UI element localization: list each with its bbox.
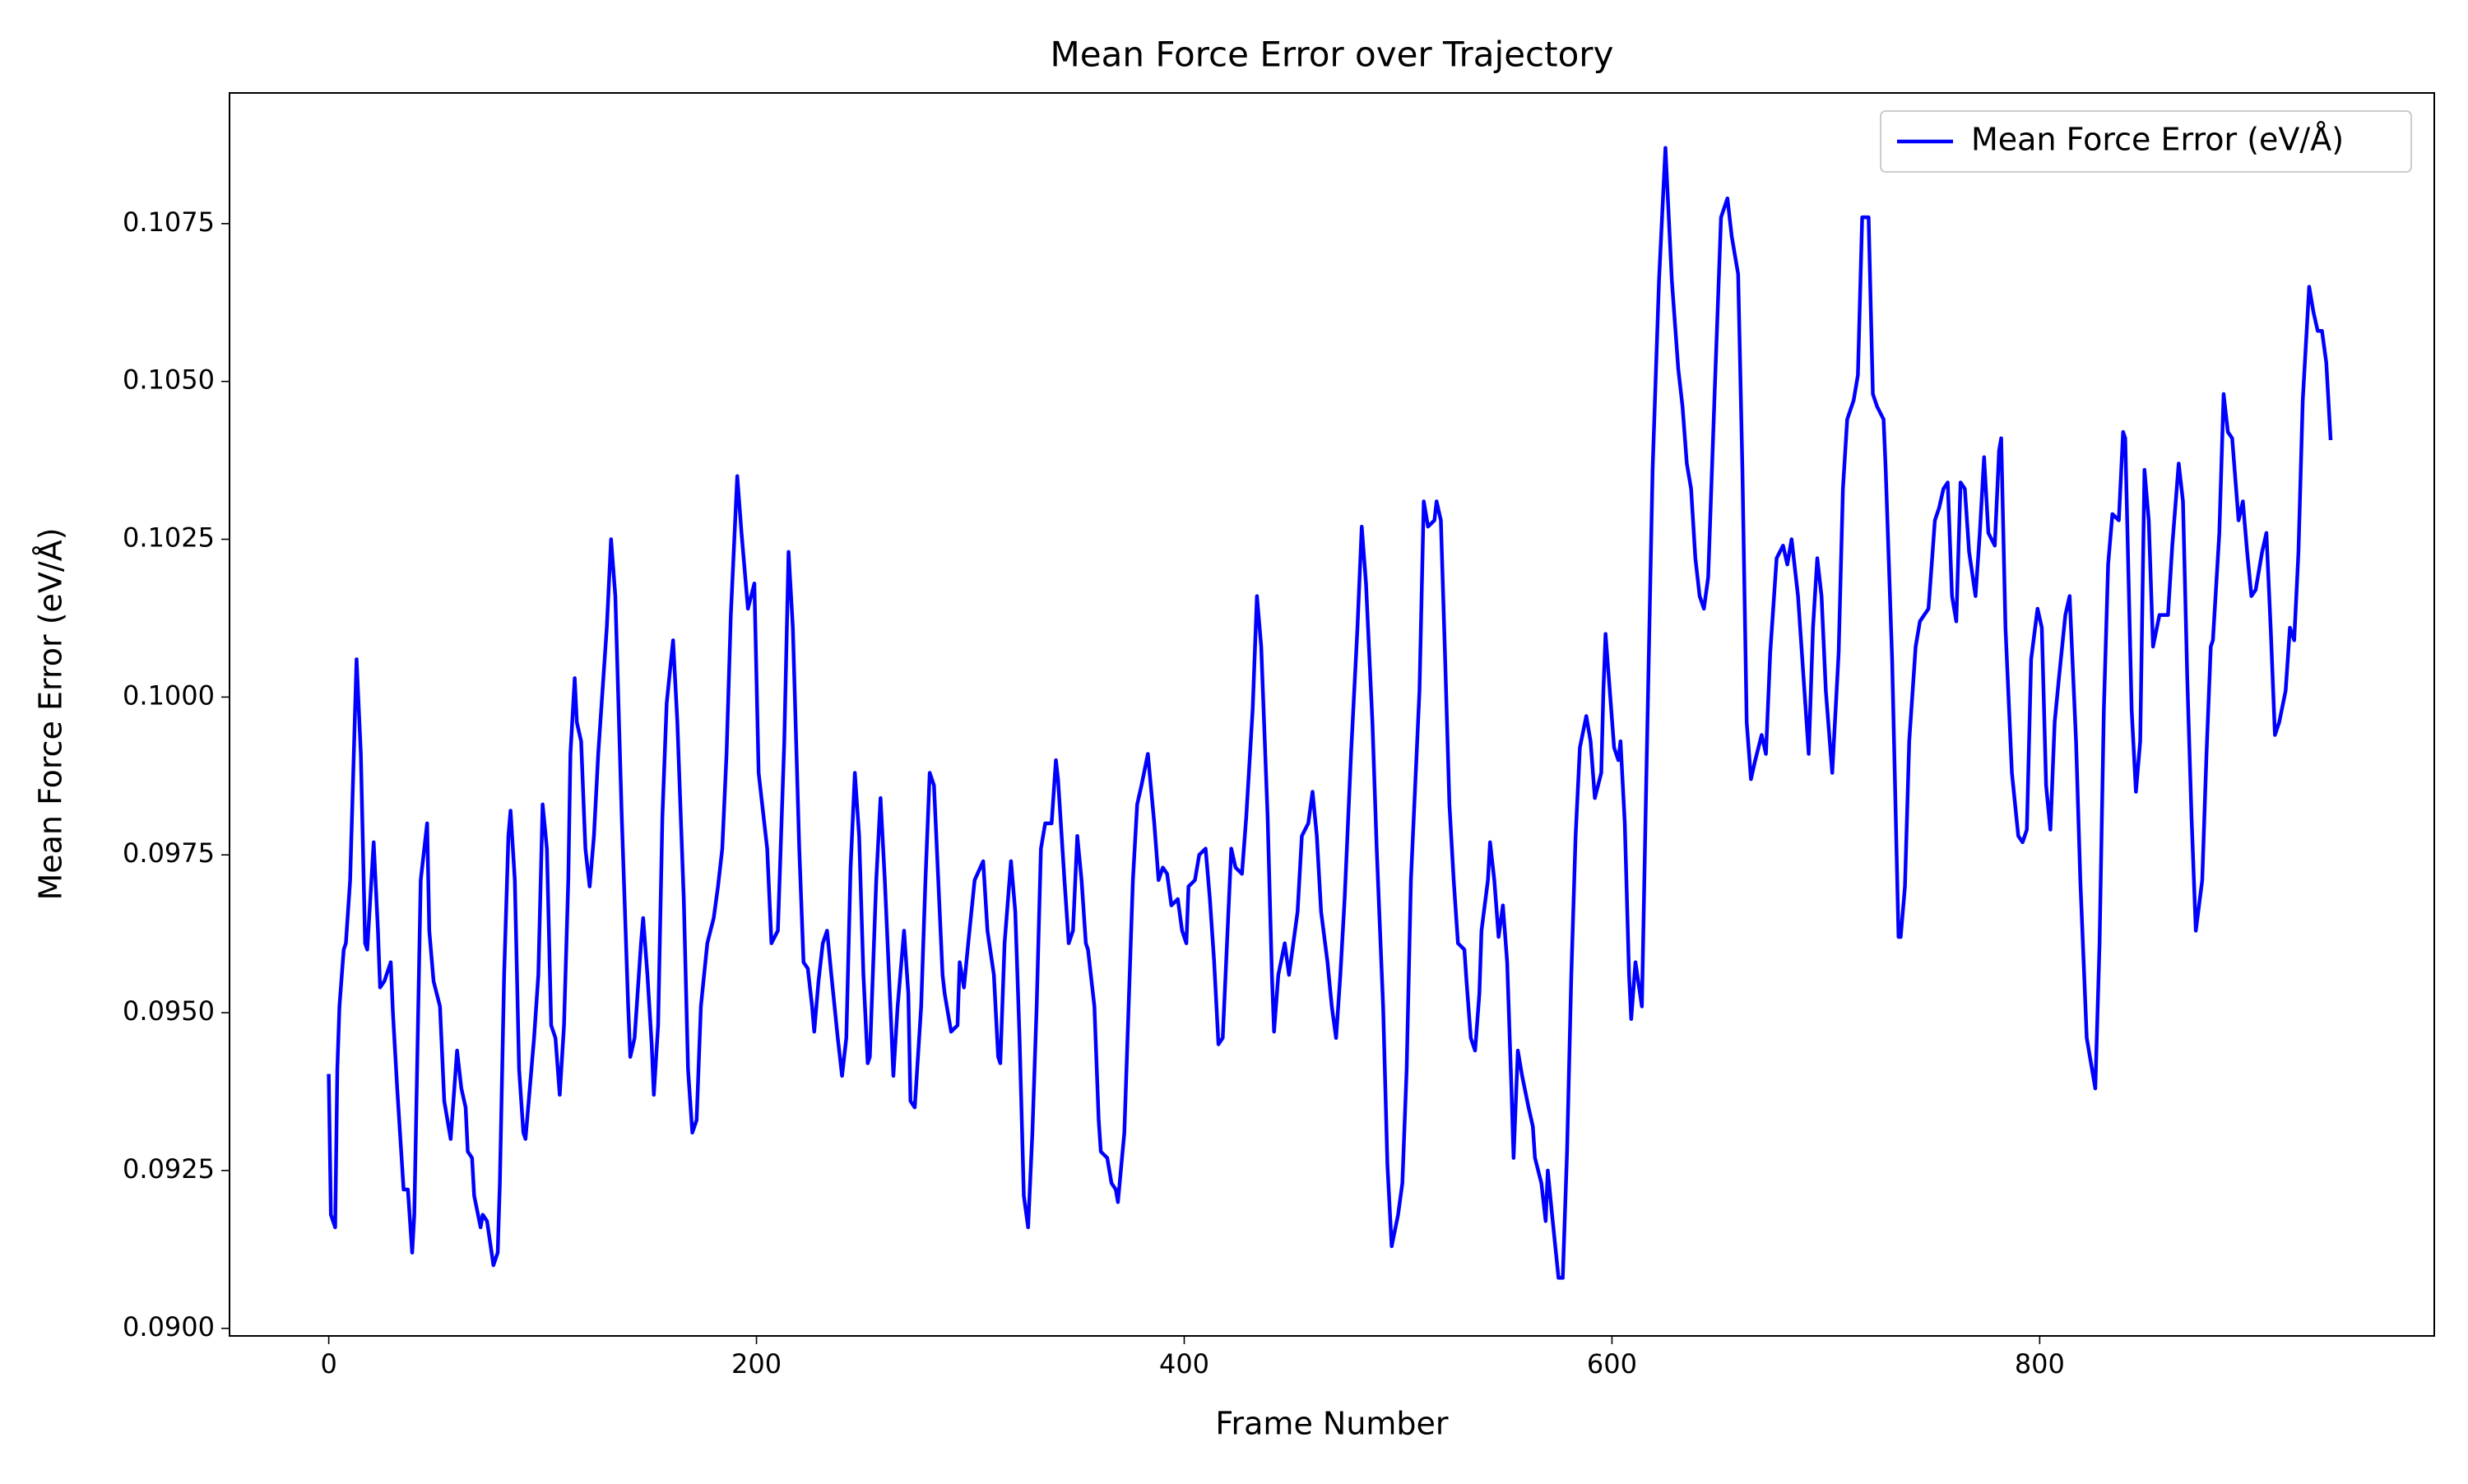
y-tick-label: 0.1000 [123, 679, 215, 711]
y-tick-label: 0.0900 [123, 1311, 215, 1343]
chart-title: Mean Force Error over Trajectory [1051, 35, 1614, 75]
y-tick-label: 0.0975 [123, 837, 215, 869]
y-tick-label: 0.1075 [123, 206, 215, 238]
x-tick-label: 200 [731, 1348, 782, 1380]
x-tick-label: 0 [320, 1348, 336, 1380]
x-tick-label: 600 [1587, 1348, 1637, 1380]
y-tick-label: 0.1025 [123, 522, 215, 554]
x-tick-label: 800 [2015, 1348, 2065, 1380]
legend: Mean Force Error (eV/Å) [1880, 110, 2412, 173]
x-axis-label: Frame Number [1215, 1406, 1449, 1442]
data-line [327, 146, 2333, 1280]
y-tick-label: 0.0950 [123, 995, 215, 1027]
x-tick-label: 400 [1159, 1348, 1209, 1380]
y-tick-label: 0.1050 [123, 364, 215, 396]
y-axis-label: Mean Force Error (eV/Å) [33, 527, 69, 900]
legend-box [1880, 110, 2412, 173]
plot-frame [229, 92, 2435, 1337]
legend-label: Mean Force Error (eV/Å) [1971, 122, 2344, 158]
y-tick-label: 0.0925 [123, 1153, 215, 1185]
